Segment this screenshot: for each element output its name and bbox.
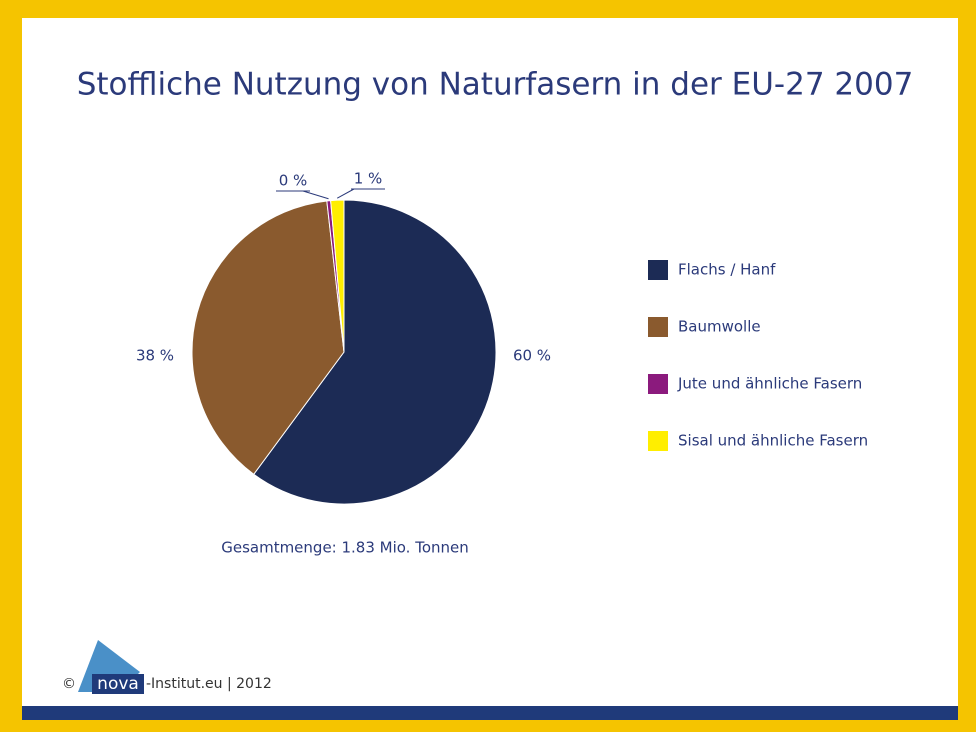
copyright: © xyxy=(62,676,76,692)
legend-swatch xyxy=(648,317,668,337)
leader-line xyxy=(302,190,329,200)
pie-slice xyxy=(330,199,345,353)
annotation: Gesamtmenge: 1.83 Mio. Tonnen xyxy=(221,539,469,557)
legend-label: Baumwolle xyxy=(678,318,761,336)
data-label: 60 % xyxy=(513,347,551,365)
bottom-bar xyxy=(22,706,958,720)
legend-label: Jute und ähnliche Fasern xyxy=(677,375,862,393)
pie-slice xyxy=(253,199,497,505)
data-label: 0 % xyxy=(279,172,308,190)
logo-text: nova xyxy=(97,674,139,694)
legend-label: Flachs / Hanf xyxy=(678,261,776,279)
leader-line xyxy=(336,188,355,199)
legend-label: Sisal und ähnliche Fasern xyxy=(678,432,868,450)
logo-box xyxy=(92,674,144,694)
chart-title: Stoffliche Nutzung von Naturfasern in de… xyxy=(77,67,914,103)
footer-text: -Institut.eu | 2012 xyxy=(146,676,272,692)
pie-slice xyxy=(191,200,345,475)
data-label: 1 % xyxy=(354,170,383,188)
legend-swatch xyxy=(648,374,668,394)
legend-swatch xyxy=(648,431,668,451)
legend-swatch xyxy=(648,260,668,280)
data-label: 38 % xyxy=(136,347,174,365)
